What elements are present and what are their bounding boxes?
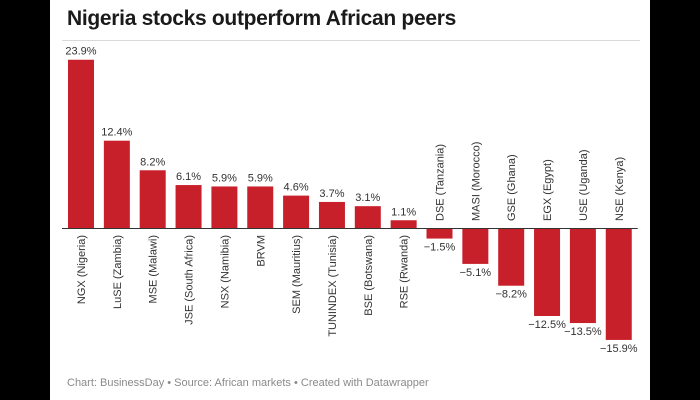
data-label: 5.9% (248, 172, 273, 184)
bar (534, 228, 561, 316)
data-label: 1.1% (391, 206, 416, 218)
category-label: EGX (Egypt) (542, 159, 554, 221)
data-label: −1.5% (424, 242, 456, 254)
bar (103, 140, 130, 228)
category-label: MASI (Morocco) (470, 142, 482, 221)
category-label: BSE (Botswana) (363, 235, 375, 316)
bar (247, 186, 274, 228)
category-label: TUNINDEX (Tunisia) (327, 235, 339, 337)
bar (139, 170, 166, 228)
category-label: NGX (Nigeria) (76, 235, 88, 304)
bar (426, 228, 453, 239)
title-divider (62, 40, 640, 41)
category-label: DSE (Tanzania) (435, 144, 447, 221)
data-label: −12.5% (528, 319, 566, 331)
category-label: MSE (Malawi) (148, 235, 160, 303)
data-label: 4.6% (284, 182, 309, 194)
data-label: −8.2% (495, 289, 527, 301)
bar (498, 228, 525, 286)
category-label: NSE (Kenya) (614, 157, 626, 221)
bar (175, 185, 202, 228)
category-label: NSX (Namibia) (219, 235, 231, 308)
category-label: BRVM (255, 235, 267, 267)
category-label: GSE (Ghana) (506, 154, 518, 221)
bar (283, 195, 310, 228)
category-label: RSE (Rwanda) (399, 235, 411, 308)
data-label: 5.9% (212, 172, 237, 184)
category-label: SEM (Mauritius) (291, 235, 303, 314)
chart-footer: Chart: BusinessDay • Source: African mar… (67, 377, 429, 389)
data-label: 12.4% (101, 127, 132, 139)
category-label: LuSE (Zambia) (112, 235, 124, 309)
category-label: JSE (South Africa) (184, 235, 196, 325)
data-label: −13.5% (564, 326, 602, 338)
bar (68, 59, 94, 228)
data-label: 6.1% (176, 171, 201, 183)
bar (211, 186, 238, 228)
bar (318, 201, 345, 228)
data-label: 3.1% (355, 192, 380, 204)
bar (354, 206, 381, 228)
category-label: USE (Uganda) (578, 149, 590, 221)
bar (390, 220, 417, 228)
data-label: 23.9% (65, 46, 96, 58)
data-label: −5.1% (460, 267, 492, 279)
bar-chart: 23.9% NGX (Nigeria) 12.4% LuSE (Zambia) 8.2%… (62, 46, 638, 355)
bar (569, 228, 596, 324)
bar (605, 228, 632, 340)
chart-card: Nigeria stocks outperform African peers … (50, 0, 650, 400)
bar (462, 228, 489, 264)
chart-title: Nigeria stocks outperform African peers (67, 7, 456, 30)
data-label: 8.2% (140, 156, 165, 168)
data-label: 3.7% (319, 188, 344, 200)
data-label: −15.9% (600, 343, 638, 355)
